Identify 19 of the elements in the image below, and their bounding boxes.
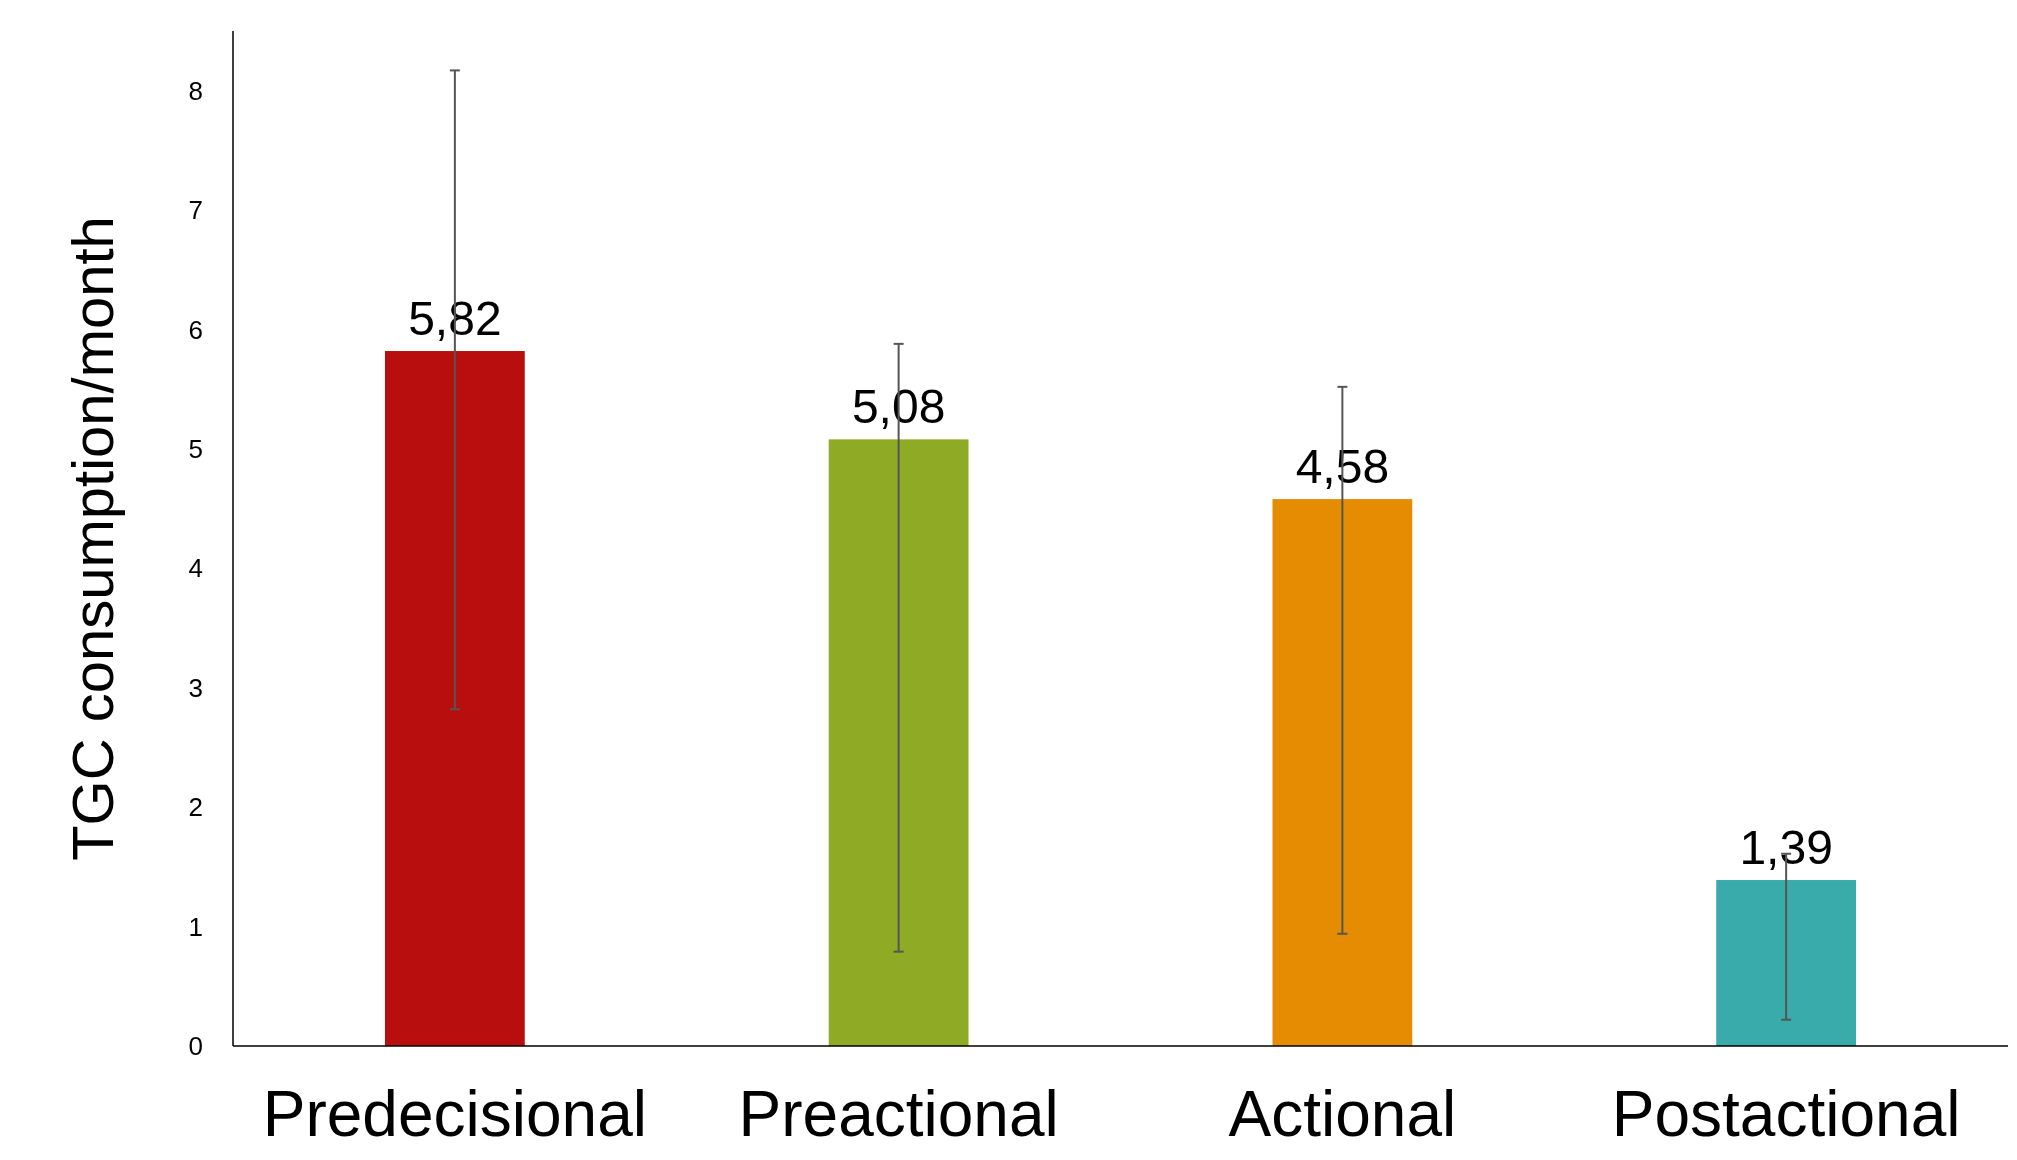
x-tick-label: Predecisional (262, 1078, 647, 1150)
y-tick-label: 5 (188, 434, 203, 465)
y-tick-label: 7 (188, 195, 203, 226)
y-tick-label: 8 (188, 75, 203, 106)
data-label: 1,39 (1739, 821, 1833, 875)
y-tick-label: 6 (188, 314, 203, 345)
y-tick-label: 0 (188, 1031, 203, 1062)
bar (1272, 499, 1413, 1046)
y-tick-label: 2 (188, 792, 203, 823)
y-tick-label: 3 (188, 672, 203, 703)
bar (828, 439, 969, 1046)
x-tick-label: Postactional (1611, 1078, 1961, 1150)
y-axis-title: TGC consumption/month (60, 216, 125, 861)
bar (1716, 880, 1857, 1046)
y-tick-label: 1 (188, 911, 203, 942)
bar (384, 351, 525, 1046)
x-tick-label: Preactional (738, 1078, 1059, 1150)
y-tick-label: 4 (188, 553, 203, 584)
x-tick-label: Actional (1228, 1078, 1457, 1150)
